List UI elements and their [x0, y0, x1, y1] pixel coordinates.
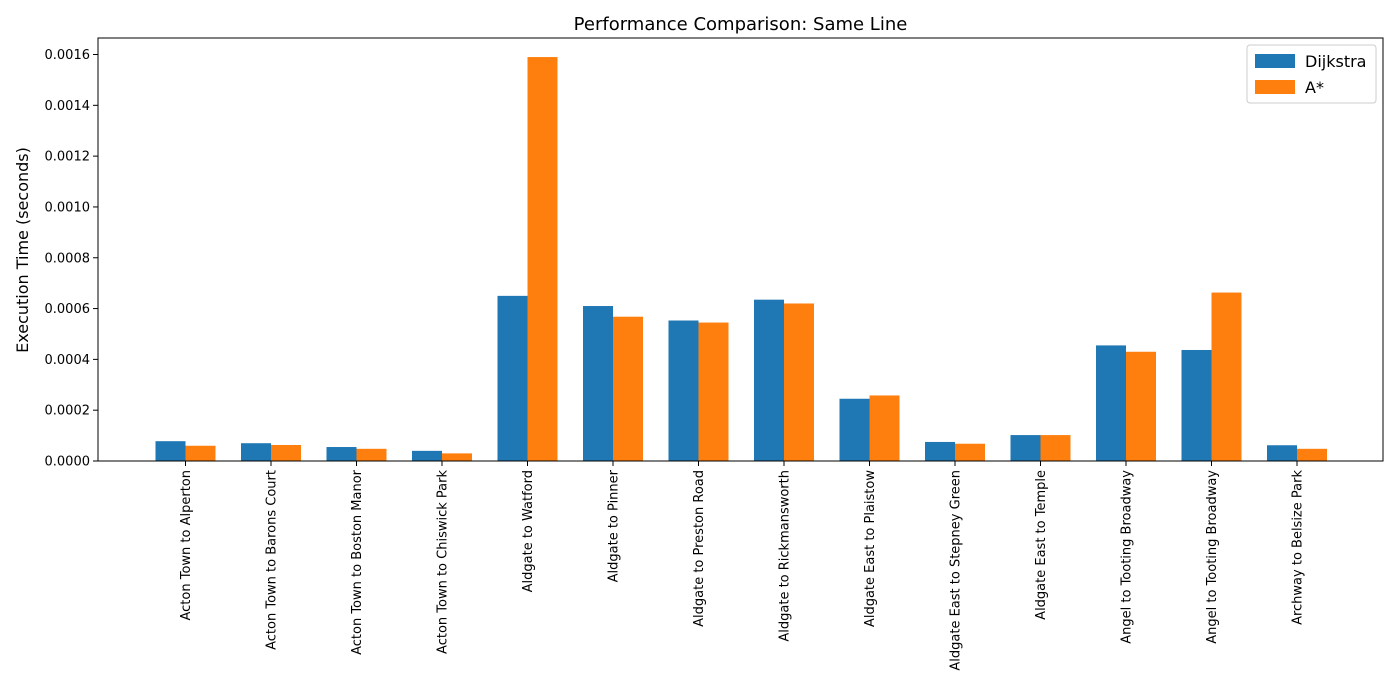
bar-dijkstra-9 [925, 441, 955, 461]
bar-dijkstra-5 [583, 306, 613, 461]
bar-dijkstra-4 [497, 295, 528, 461]
y-axis-label: Execution Time (seconds) [13, 147, 32, 353]
x-tick-label: Angel to Tooting Broadway [1205, 470, 1220, 644]
legend-swatch-dijkstra [1255, 54, 1295, 68]
legend: Dijkstra A* [1246, 44, 1377, 104]
x-tick-label: Aldgate to Rickmansworth [778, 470, 793, 642]
bar-dijkstra-3 [412, 450, 442, 461]
x-axis: Acton Town to Alperton Acton Town to Baro… [179, 461, 1306, 671]
bar-dijkstra-2 [326, 447, 357, 461]
y-tick-label: 0.0004 [45, 353, 91, 368]
x-tick-label: Angel to Tooting Broadway [1120, 470, 1135, 644]
bar-astar-5 [613, 316, 643, 461]
x-tick-label: Acton Town to Boston Manor [350, 469, 365, 655]
bar-dijkstra-0 [155, 441, 186, 461]
legend-swatch-astar [1255, 80, 1295, 94]
bar-astar-12 [1211, 292, 1242, 461]
bar-dijkstra-6 [668, 320, 699, 461]
bar-astar-6 [698, 322, 729, 461]
bar-dijkstra-8 [839, 398, 870, 461]
x-tick-label: Archway to Belsize Park [1291, 470, 1306, 625]
bar-dijkstra-11 [1096, 345, 1126, 461]
y-tick-label: 0.0014 [45, 99, 91, 114]
bar-astar-1 [271, 444, 301, 461]
bar-astar-2 [356, 448, 387, 461]
legend-label-dijkstra: Dijkstra [1305, 52, 1366, 71]
y-tick-label: 0.0002 [45, 404, 91, 419]
x-tick-label: Aldgate East to Stepney Green [949, 470, 964, 671]
y-tick-label: 0.0010 [45, 200, 91, 215]
x-tick-label: Aldgate to Pinner [607, 469, 622, 582]
chart-title: Performance Comparison: Same Line [574, 14, 908, 35]
bar-astar-9 [955, 443, 985, 461]
bar-dijkstra-1 [241, 443, 271, 461]
bar-astar-3 [442, 453, 472, 461]
legend-label-astar: A* [1305, 78, 1324, 97]
bar-dijkstra-10 [1010, 435, 1041, 461]
x-tick-label: Acton Town to Chiswick Park [436, 470, 451, 654]
bar-astar-7 [784, 303, 814, 461]
x-tick-label: Aldgate to Preston Road [692, 470, 707, 627]
x-tick-label: Aldgate East to Plaistow [863, 470, 878, 627]
x-tick-label: Acton Town to Alperton [179, 470, 194, 621]
x-tick-label: Acton Town to Barons Court [265, 470, 280, 650]
bar-astar-11 [1126, 351, 1156, 461]
x-tick-label: Aldgate to Watford [521, 470, 536, 592]
bar-astar-0 [185, 445, 216, 461]
bar-astar-10 [1040, 435, 1071, 461]
y-tick-label: 0.0008 [45, 251, 91, 266]
x-tick-label: Aldgate East to Temple [1034, 470, 1049, 620]
y-tick-label: 0.0006 [45, 302, 91, 317]
bar-astar-8 [869, 395, 900, 461]
bar-astar-13 [1297, 448, 1327, 461]
bar-dijkstra-13 [1267, 445, 1297, 461]
y-axis: 0.0000 0.0002 0.0004 0.0006 0.0008 0.0010 0.00… [45, 48, 98, 470]
y-tick-label: 0.0012 [45, 150, 91, 165]
bar-dijkstra-12 [1181, 349, 1212, 461]
y-tick-label: 0.0016 [45, 48, 91, 63]
bar-dijkstra-7 [754, 299, 784, 461]
plot-frame [97, 37, 1384, 462]
bar-astar-4 [527, 57, 558, 462]
bars-group [155, 57, 1327, 462]
y-tick-label: 0.0000 [45, 455, 91, 470]
